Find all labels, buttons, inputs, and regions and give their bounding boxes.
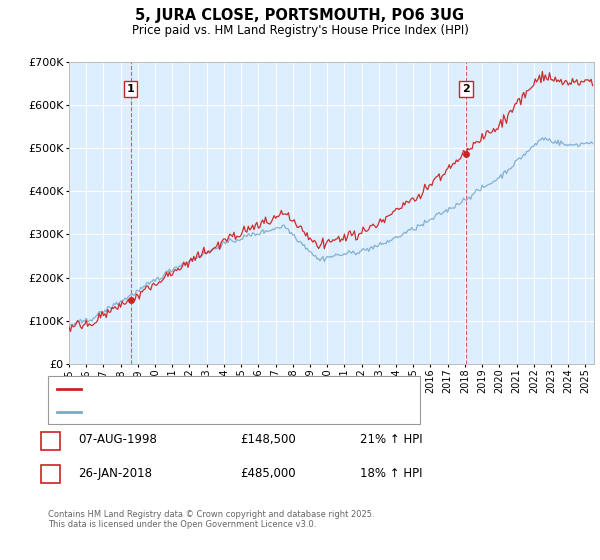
Text: 18% ↑ HPI: 18% ↑ HPI (360, 466, 422, 480)
Text: 5, JURA CLOSE, PORTSMOUTH, PO6 3UG: 5, JURA CLOSE, PORTSMOUTH, PO6 3UG (136, 8, 464, 24)
Text: Price paid vs. HM Land Registry's House Price Index (HPI): Price paid vs. HM Land Registry's House … (131, 24, 469, 36)
Text: 1: 1 (127, 84, 134, 94)
Text: HPI: Average price, detached house, Portsmouth: HPI: Average price, detached house, Port… (86, 407, 339, 417)
Text: 07-AUG-1998: 07-AUG-1998 (78, 433, 157, 446)
Text: 2: 2 (462, 84, 470, 94)
Text: £148,500: £148,500 (240, 433, 296, 446)
Text: 1: 1 (46, 433, 55, 446)
Text: 2: 2 (46, 466, 55, 480)
Text: Contains HM Land Registry data © Crown copyright and database right 2025.
This d: Contains HM Land Registry data © Crown c… (48, 510, 374, 529)
Text: 26-JAN-2018: 26-JAN-2018 (78, 466, 152, 480)
Text: 5, JURA CLOSE, PORTSMOUTH, PO6 3UG (detached house): 5, JURA CLOSE, PORTSMOUTH, PO6 3UG (deta… (86, 384, 388, 394)
Text: £485,000: £485,000 (240, 466, 296, 480)
Text: 21% ↑ HPI: 21% ↑ HPI (360, 433, 422, 446)
